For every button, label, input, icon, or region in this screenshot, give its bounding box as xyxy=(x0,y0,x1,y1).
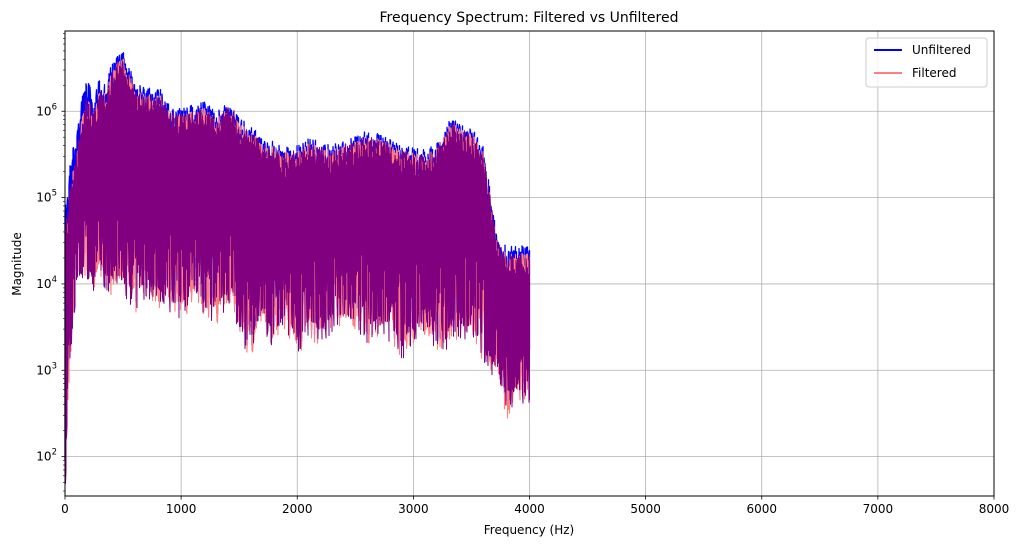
x-tick-label: 4000 xyxy=(514,502,545,516)
y-axis-label: Magnitude xyxy=(10,232,24,296)
data-layer xyxy=(64,52,531,484)
x-tick-label: 1000 xyxy=(166,502,197,516)
x-tick-label: 8000 xyxy=(979,502,1010,516)
x-tick-label: 7000 xyxy=(863,502,894,516)
x-tick-label: 2000 xyxy=(282,502,313,516)
x-tick-label: 6000 xyxy=(746,502,777,516)
y-tick-label: 103 xyxy=(36,361,57,377)
legend-label-unfiltered: Unfiltered xyxy=(912,43,971,57)
y-tick-label: 102 xyxy=(36,448,57,464)
x-tick-label: 5000 xyxy=(630,502,661,516)
y-tick-label: 104 xyxy=(36,275,57,291)
x-axis: 0 1000 2000 3000 4000 5000 6000 7000 8000 xyxy=(61,496,1009,516)
legend-label-filtered: Filtered xyxy=(912,66,956,80)
series-overlap xyxy=(64,60,530,484)
x-axis-label: Frequency (Hz) xyxy=(484,523,575,537)
y-axis: 102 103 104 105 106 xyxy=(36,32,65,492)
y-tick-label: 105 xyxy=(36,189,57,205)
x-tick-label: 3000 xyxy=(398,502,429,516)
y-tick-label: 106 xyxy=(36,102,57,118)
chart-title: Frequency Spectrum: Filtered vs Unfilter… xyxy=(379,10,678,26)
legend: Unfiltered Filtered xyxy=(865,37,988,88)
x-tick-label: 0 xyxy=(61,502,69,516)
